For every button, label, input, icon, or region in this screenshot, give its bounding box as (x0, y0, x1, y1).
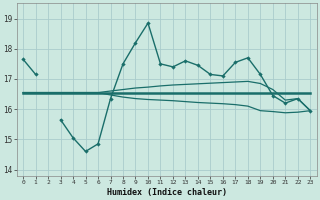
X-axis label: Humidex (Indice chaleur): Humidex (Indice chaleur) (107, 188, 227, 197)
